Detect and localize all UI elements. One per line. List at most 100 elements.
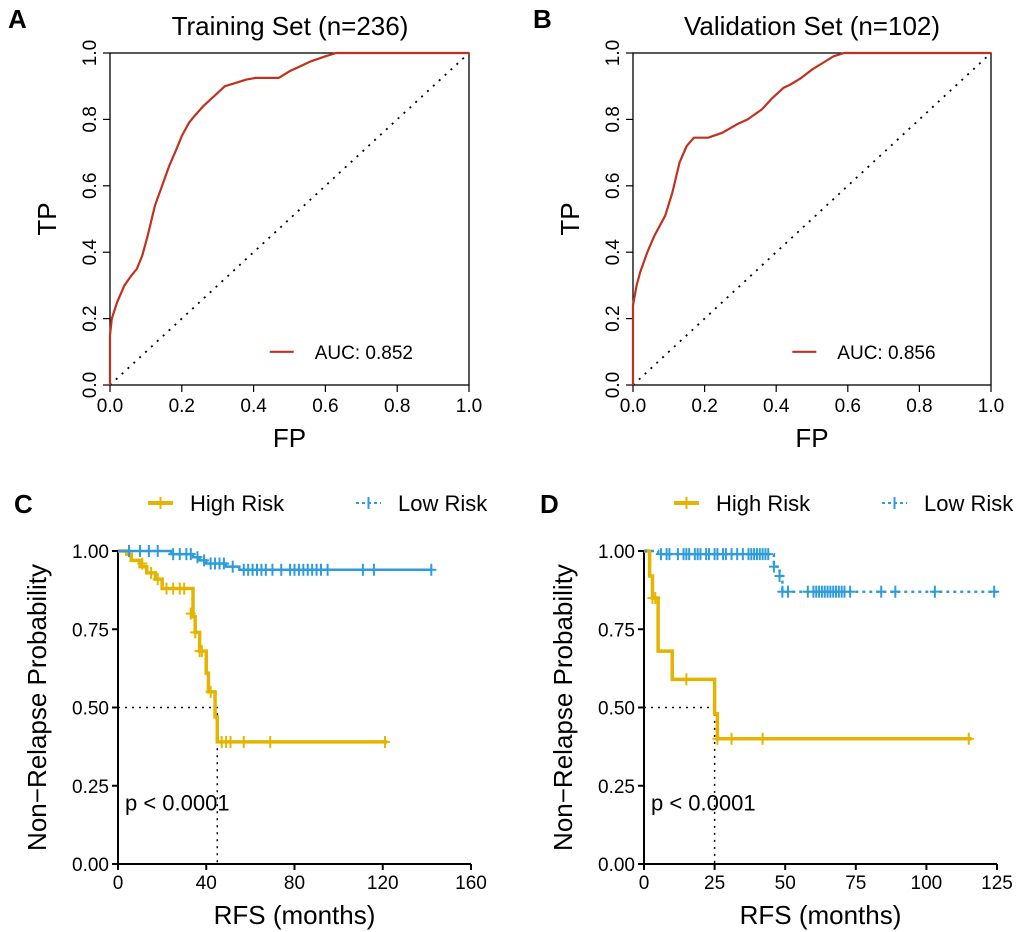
censor-mark [238,735,249,748]
legend-swatch-high-risk [148,497,173,509]
x-tick-label: 0.0 [620,396,646,417]
x-tick-label: 0 [113,873,124,894]
censor-mark [726,732,737,745]
median-survival-line [118,706,219,864]
legend-label-low-risk: Low Risk [924,491,1014,516]
censor-mark [712,732,723,745]
x-tick-label: 1.0 [456,396,482,417]
panel-letter: C [14,489,33,519]
legend-auc-label: AUC: 0.852 [315,343,413,364]
y-tick-label: 0.6 [603,173,624,199]
y-tick-label: 1.00 [72,542,109,563]
panel-letter: B [533,4,552,34]
y-tick-label: 0.6 [80,173,101,199]
y-tick-label: 0.50 [598,699,635,720]
censor-mark [357,563,368,576]
x-tick-label: 0.4 [240,396,267,417]
legend-swatch-low-risk [882,497,907,509]
censor-mark [681,673,692,686]
x-tick-label: 0.6 [835,396,861,417]
y-tick-label: 0.25 [72,777,109,798]
censor-mark [185,607,196,620]
legend-label-high-risk: High Risk [716,491,811,516]
km-series-low-risk [644,548,1000,598]
censor-mark [152,545,163,557]
y-tick-label: 0.4 [603,239,624,266]
y-tick-label: 1.0 [603,40,624,66]
y-tick-label: 0.2 [603,305,624,331]
y-tick-label: 0.0 [80,372,101,398]
legend-swatch-low-risk [356,497,381,509]
chart-title: Validation Set (n=102) [684,11,940,41]
censor-mark [190,626,201,639]
censor-mark [185,548,196,561]
legend-label-high-risk: High Risk [190,491,285,516]
panel-letter: D [540,489,559,519]
legend-auc-label: AUC: 0.856 [837,343,935,364]
y-axis-label: TP [32,202,62,235]
roc-curve [108,51,469,385]
x-axis-label: FP [795,423,828,453]
p-value-annotation: p < 0.0001 [651,790,756,815]
censor-mark [267,563,278,576]
y-tick-label: 1.0 [80,40,101,66]
x-tick-label: 125 [981,873,1013,894]
x-tick-label: 0.8 [906,396,932,417]
x-tick-label: 100 [911,873,943,894]
x-tick-label: 0.4 [763,396,790,417]
censor-mark [379,735,390,748]
censor-mark [124,545,135,557]
panel-a: A Training Set (n=236) 0.0 0.2 0.4 0.6 0.8 1.0 0… [8,4,482,453]
censor-mark [890,585,901,598]
km-series-high-risk [118,549,390,748]
roc-curve [631,51,991,385]
censor-mark [664,548,675,561]
censor-mark [757,732,768,745]
censor-mark [179,582,190,595]
censor-mark [143,545,154,557]
y-tick-label: 1.00 [598,542,635,563]
censor-mark [192,551,203,564]
x-axis-label: RFS (months) [214,900,376,930]
x-tick-label: 0.2 [691,396,717,417]
censor-mark [783,585,794,598]
censor-mark [426,563,437,576]
censor-mark [876,585,887,598]
panel-d: D High Risk Low Risk 0 25 50 75 100 125 0.00 0.25 0… [540,489,1014,930]
censor-mark [763,548,774,561]
censor-mark [768,560,779,573]
y-tick-label: 0.25 [598,777,635,798]
censor-mark [774,570,785,583]
y-tick-label: 0.4 [80,239,101,266]
km-series-high-risk [644,549,974,745]
y-tick-label: 0.00 [72,855,109,876]
censor-mark [196,645,207,658]
legend-swatch-high-risk [674,497,699,509]
x-tick-label: 0.2 [169,396,195,417]
km-series-low-risk [118,545,437,576]
reference-diagonal [632,52,992,386]
censor-mark [199,554,210,567]
censor-mark [650,591,661,604]
x-tick-label: 40 [196,873,217,894]
reference-diagonal [109,52,470,386]
x-tick-label: 120 [367,873,399,894]
censor-mark [205,685,216,698]
censor-mark [963,732,974,745]
panel-b: B Validation Set (n=102) 0.0 0.2 0.4 0.6 0.8 1.… [533,4,1004,453]
km-curve [644,549,972,741]
censor-mark [227,560,238,573]
x-tick-label: 1.0 [978,396,1004,417]
median-survival-line [644,706,716,864]
censor-mark [368,563,379,576]
x-tick-label: 50 [775,873,796,894]
x-tick-label: 160 [455,873,487,894]
x-axis-label: RFS (months) [740,900,902,930]
panel-c: C High Risk Low Risk 0 40 80 120 160 0.00 0.25 0.5… [14,489,488,930]
y-tick-label: 0.0 [603,372,624,398]
x-tick-label: 0 [639,873,650,894]
y-tick-label: 0.8 [603,106,624,132]
censor-mark [137,557,148,570]
p-value-annotation: p < 0.0001 [125,790,230,815]
